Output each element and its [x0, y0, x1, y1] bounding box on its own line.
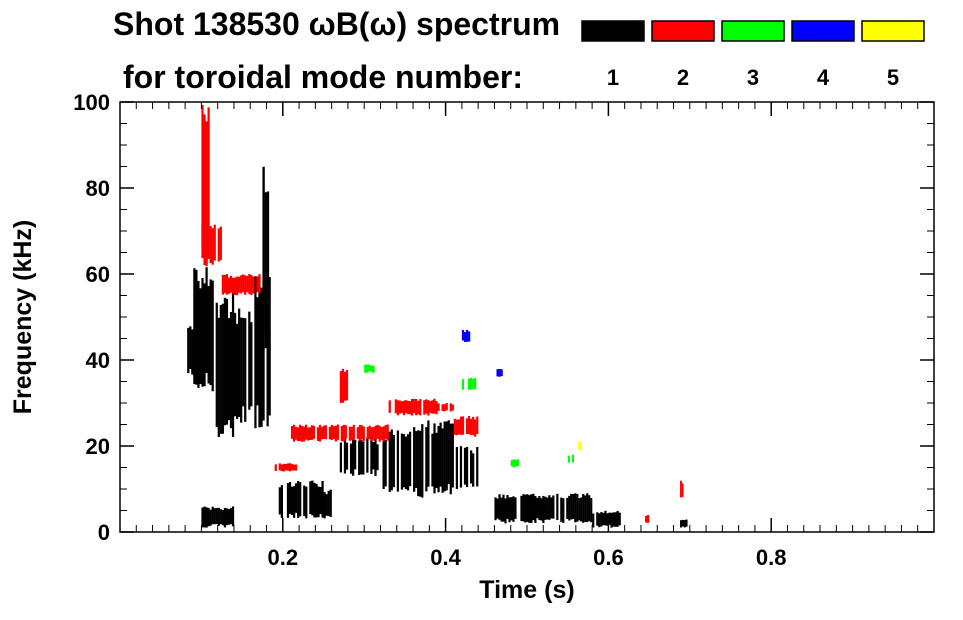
spectrum-region-mode-1: [262, 166, 270, 349]
spectrum-region-mode-1: [455, 446, 479, 489]
spectrum-region-mode-2: [221, 274, 261, 296]
spectrum-region-mode-1: [339, 437, 379, 477]
y-axis-label: Frequency (kHz): [9, 220, 37, 414]
spectrum-region-mode-2: [290, 424, 389, 442]
y-tick-label: 40: [86, 348, 110, 373]
y-tick-label: 0: [98, 520, 110, 545]
chart-title-line1: Shot 138530 ωB(ω) spectrum: [113, 6, 560, 42]
spectrum-region-mode-2: [680, 480, 684, 498]
spectrum-region-mode-3: [364, 364, 375, 373]
spectrum-region-mode-1: [680, 519, 688, 528]
spectrum-regions: [187, 105, 688, 528]
spectrum-region-mode-1: [233, 308, 253, 423]
spectrum-region-mode-2: [388, 398, 438, 416]
spectrum-region-mode-3: [510, 459, 520, 468]
legend-label-mode-3: 3: [747, 65, 759, 90]
spectrum-region-mode-3: [567, 454, 574, 463]
spectrum-region-mode-3: [461, 377, 477, 390]
plot-frame: [119, 101, 935, 533]
legend-label-mode-4: 4: [817, 65, 830, 90]
spectrum-region-mode-1: [413, 420, 454, 498]
spectrum-region-mode-2: [201, 224, 222, 266]
mode-legend: 1 2 3 4 5: [581, 20, 925, 90]
chart-title-line2: for toroidal mode number:: [123, 59, 523, 95]
spectrum-region-mode-5: [578, 441, 582, 450]
y-tick-label: 20: [86, 434, 110, 459]
axis-ticks: 0.2 0.4 0.6 0.8 0 20 40 60 80 100: [73, 90, 935, 570]
spectrum-region-mode-2: [437, 403, 454, 412]
spectrum-region-mode-2: [645, 514, 650, 523]
y-tick-label: 60: [86, 262, 110, 287]
legend-label-mode-1: 1: [607, 65, 619, 90]
x-tick-label: 0.2: [268, 545, 299, 570]
x-tick-label: 0.8: [756, 545, 787, 570]
legend-swatch-mode-5: [861, 20, 925, 42]
spectrum-region-mode-1: [592, 510, 621, 528]
spectrum-region-mode-1: [215, 291, 235, 437]
y-tick-label: 100: [73, 90, 110, 115]
spectrum-region-mode-1: [315, 489, 332, 519]
legend-swatch-mode-1: [581, 20, 645, 42]
spectrum-region-mode-2: [453, 415, 479, 437]
x-tick-label: 0.6: [593, 545, 624, 570]
spectrum-region-mode-1: [254, 276, 271, 429]
spectrum-region-mode-1: [382, 429, 412, 492]
x-tick-label: 0.4: [430, 545, 461, 570]
spectrum-region-mode-1: [193, 267, 214, 392]
x-axis-label: Time (s): [479, 576, 574, 604]
legend-swatch-mode-3: [721, 20, 785, 42]
y-tick-label: 80: [86, 176, 110, 201]
legend-swatch-mode-4: [791, 20, 855, 42]
spectrum-region-mode-2: [339, 368, 349, 403]
legend-swatch-mode-2: [651, 20, 715, 42]
spectrum-region-mode-2: [201, 105, 210, 267]
spectrum-region-mode-1: [494, 493, 593, 524]
spectrum-region-mode-1: [201, 506, 235, 528]
spectrum-region-mode-2: [274, 463, 298, 472]
legend-label-mode-5: 5: [887, 65, 899, 90]
spectrum-region-mode-4: [496, 369, 503, 377]
legend-label-mode-2: 2: [677, 65, 689, 90]
spectrum-region-mode-4: [461, 329, 471, 342]
